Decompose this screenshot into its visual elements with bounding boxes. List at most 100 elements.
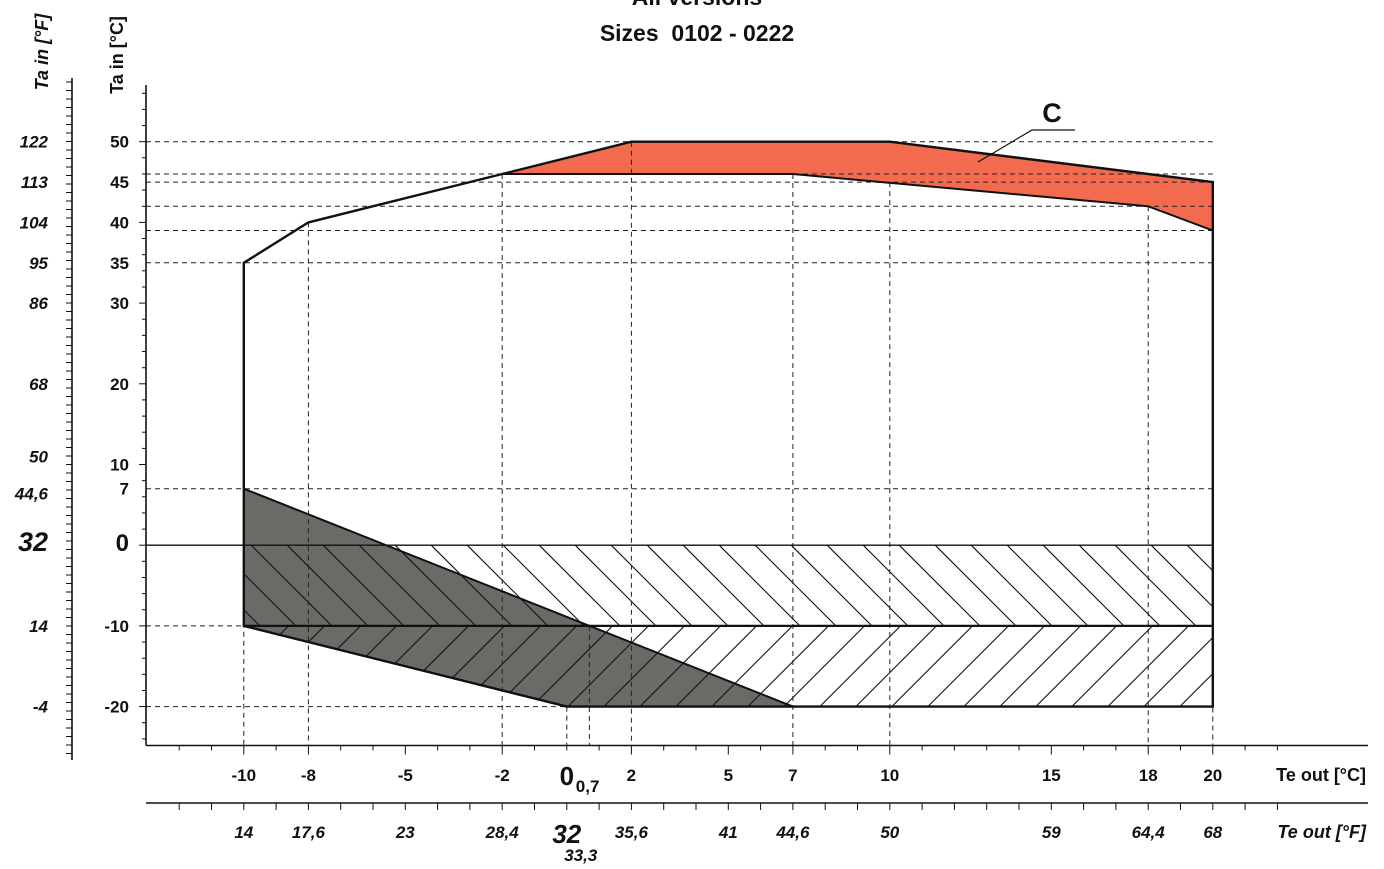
x-tick-label-c: 18 — [1139, 766, 1158, 785]
x-tick-label-f: 64,4 — [1132, 823, 1166, 842]
x-tick-label-f: 68 — [1203, 823, 1222, 842]
region-c-leader — [977, 129, 1075, 163]
x-tick-label-f-32: 32 — [552, 819, 581, 849]
hatch-line-upper — [322, 544, 405, 627]
x-tick-label-c-zero-sub: 0,7 — [576, 777, 600, 796]
ticks — [66, 81, 1278, 810]
hatch-line-upper — [1078, 544, 1161, 627]
y-tick-label-c: 30 — [110, 294, 129, 313]
y-tick-label-f: 104 — [20, 213, 49, 232]
hatch-line-lower — [243, 625, 253, 707]
y-tick-label-c: 10 — [110, 456, 129, 475]
x-tick-label-f: 50 — [880, 823, 899, 842]
hatch-line-upper — [754, 544, 837, 627]
chart-title: All versions Sizes 0102 - 0222 — [600, 0, 794, 46]
region-c-fill — [502, 141, 1213, 231]
hatch-line-upper — [826, 544, 909, 627]
hatch-line-upper — [790, 544, 873, 627]
hatch-line-upper — [646, 544, 729, 627]
hatch-line-lower — [999, 625, 1081, 707]
hatch-line-upper — [502, 544, 585, 627]
hatch-line-lower — [531, 625, 613, 707]
hatch-line-lower — [603, 625, 685, 707]
hatch-line-lower — [1216, 626, 1297, 707]
y-tick-label-c: 45 — [110, 173, 129, 192]
x-tick-label-c: -5 — [398, 766, 413, 785]
hatch-line-lower — [243, 625, 325, 707]
x-tick-label-c: 10 — [880, 766, 899, 785]
hatch-line-upper — [610, 544, 693, 627]
hatch-line-upper — [718, 544, 801, 627]
hatch-line-lower — [819, 625, 901, 707]
x-tick-label-c: 2 — [627, 766, 636, 785]
hatch-line-upper — [1114, 544, 1197, 627]
hatch-line-lower — [927, 625, 1009, 707]
hatch-line-lower — [1071, 625, 1153, 707]
y-tick-label-f: -4 — [33, 698, 49, 717]
y-axis-c-label: Ta in [°C] — [107, 16, 127, 94]
x-tick-label-f: 23 — [395, 823, 415, 842]
x-tick-label-f-333: 33,3 — [564, 846, 598, 865]
hatch-line-upper — [250, 544, 333, 627]
y-tick-label-c: 50 — [110, 133, 129, 152]
y-tick-label-f: 86 — [29, 294, 48, 313]
hatch-line-upper — [682, 544, 765, 627]
hatch-line-upper — [1150, 544, 1213, 627]
hatch-line-upper — [1006, 544, 1089, 627]
hatch-line-lower — [963, 625, 1045, 707]
x-tick-label-c: 15 — [1042, 766, 1061, 785]
x-tick-label-c: -2 — [495, 766, 510, 785]
hatch-line-lower — [783, 625, 865, 707]
y-tick-label-c: -20 — [104, 698, 129, 717]
hatch-line-upper — [538, 544, 621, 627]
hatch-line-upper — [1186, 544, 1213, 627]
hatch-line-lower — [855, 625, 937, 707]
x-tick-label-f: 14 — [234, 823, 253, 842]
hatch-line-lower — [1143, 625, 1213, 707]
gray-region-edge — [243, 487, 794, 708]
hatch-line-upper — [1223, 545, 1304, 626]
chart-title-line1: All versions — [632, 0, 762, 10]
hatch-line-upper — [898, 544, 981, 627]
x-tick-label-c: 7 — [788, 766, 797, 785]
region-c-label: C — [1042, 98, 1062, 128]
y-tick-label-f: 44,6 — [14, 485, 49, 504]
y-tick-label-f: 122 — [20, 133, 49, 152]
x-tick-label-f: 28,4 — [485, 823, 520, 842]
hatch-line-upper — [862, 544, 945, 627]
y-tick-label-f: 32 — [18, 527, 48, 557]
region-c-lower-edge — [502, 173, 1214, 232]
x-tick-label-f: 44,6 — [775, 823, 810, 842]
guide-lines — [146, 141, 1214, 746]
y-tick-label-f: 50 — [29, 448, 48, 467]
y-tick-label-f: 68 — [29, 375, 48, 394]
y-tick-label-c: 0 — [116, 530, 129, 557]
y-tick-label-c: 7 — [120, 480, 129, 499]
hatch-line-upper — [466, 544, 549, 627]
hatch-line-lower — [567, 625, 649, 707]
y-tick-label-c: 40 — [110, 213, 129, 232]
hatch-line-upper — [243, 544, 261, 627]
x-tick-label-c: -8 — [301, 766, 316, 785]
hatch-line-lower — [711, 625, 793, 707]
hatch-line-upper — [430, 544, 513, 627]
x-tick-label-f: 41 — [718, 823, 738, 842]
hatch-line-upper — [1042, 544, 1125, 627]
envelope-outline — [242, 140, 1215, 708]
hatch-line-lower — [891, 625, 973, 707]
x-axis-c-label: Te out [°C] — [1276, 765, 1366, 785]
hatch-line-lower — [243, 625, 289, 707]
x-tick-label-c-zero: 0 — [560, 761, 574, 791]
axes — [71, 78, 1368, 804]
hatch-group — [243, 544, 1304, 707]
hatch-line-upper — [243, 544, 297, 627]
y-axis-f-label: Ta in [°F] — [32, 13, 52, 91]
hatch-line-lower — [639, 625, 721, 707]
y-tick-label-f: 113 — [21, 173, 49, 192]
x-axis-f-label: Te out [°F] — [1277, 822, 1367, 842]
hatch-line-upper — [574, 544, 657, 627]
hatch-line-upper — [394, 544, 477, 627]
y-tick-label-c: -10 — [104, 617, 129, 636]
x-tick-label-f: 35,6 — [615, 823, 649, 842]
